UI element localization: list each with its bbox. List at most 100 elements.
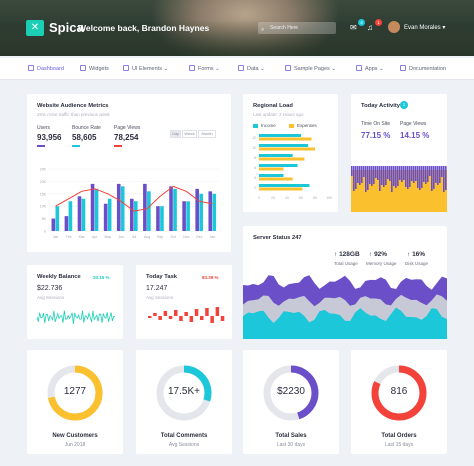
activity-bar bbox=[403, 166, 405, 180]
activity-bar bbox=[443, 166, 445, 192]
avatar[interactable] bbox=[388, 21, 400, 33]
search-placeholder: Search Here bbox=[270, 25, 299, 31]
weekly-value: $22.736 bbox=[37, 285, 63, 292]
nav-ui-elements[interactable]: UI Elements ⌄ bbox=[123, 58, 168, 80]
audience-title: Website Audience Metrics bbox=[37, 103, 109, 109]
user-name[interactable]: Evan Morales ▾ bbox=[404, 25, 446, 31]
logo-icon[interactable]: ✕ bbox=[26, 20, 44, 36]
activity-bar bbox=[435, 166, 437, 183]
activity-bar bbox=[439, 166, 441, 183]
activity-bar bbox=[393, 166, 395, 186]
y-tick-label: 15K bbox=[40, 192, 47, 196]
donut-title: New Customers bbox=[52, 433, 98, 439]
y-tick-label: 10K bbox=[40, 205, 47, 209]
income-legend-swatch bbox=[253, 124, 258, 128]
donut-card: 1277 New Customers Jun 2018 bbox=[27, 350, 123, 454]
task-bar bbox=[163, 311, 168, 316]
task-bar bbox=[205, 308, 209, 316]
x-tick-label: Jan bbox=[53, 235, 59, 239]
search-input[interactable]: ⌕ Search Here bbox=[258, 22, 336, 34]
bar bbox=[259, 164, 298, 167]
expenses-legend-label: Expenses bbox=[297, 123, 317, 128]
donut-title: Total Comments bbox=[160, 433, 208, 439]
sample-pages-icon bbox=[285, 65, 291, 71]
bar bbox=[259, 144, 308, 147]
views-underline bbox=[114, 145, 122, 147]
donut-subtitle: Last 15 days bbox=[384, 442, 414, 448]
bar bbox=[208, 191, 213, 231]
bell-icon[interactable]: ♫ 1 bbox=[367, 19, 382, 32]
donut-card: 816 Total Orders Last 15 days bbox=[351, 350, 447, 454]
x-tick-label: 0 bbox=[258, 196, 260, 200]
activity-bar bbox=[375, 166, 377, 178]
nav-sample-pages[interactable]: Sample Pages ⌄ bbox=[285, 58, 336, 80]
bar bbox=[259, 147, 315, 151]
bar bbox=[103, 203, 108, 231]
donut-value: 816 bbox=[390, 386, 408, 397]
bar bbox=[169, 186, 173, 231]
activity-bar bbox=[433, 166, 435, 189]
trend-line bbox=[55, 185, 213, 212]
donut-fill bbox=[156, 365, 212, 421]
today-badge: 1 bbox=[400, 101, 408, 109]
activity-bar bbox=[411, 166, 413, 181]
x-tick-label: Nov bbox=[183, 235, 189, 239]
income-legend-label: Income bbox=[261, 123, 276, 128]
nav-apps[interactable]: Apps ⌄ bbox=[356, 58, 384, 80]
donut-subtitle: Jun 2018 bbox=[64, 442, 86, 448]
nav-forms[interactable]: Forms ⌄ bbox=[189, 58, 220, 80]
donut-fill bbox=[263, 365, 319, 421]
donut-chart bbox=[263, 365, 319, 421]
regional-title: Regional Load bbox=[253, 103, 293, 109]
disk-area bbox=[243, 307, 447, 339]
bar bbox=[143, 183, 147, 231]
activity-bar bbox=[381, 166, 383, 185]
bar bbox=[182, 201, 186, 231]
range-day[interactable]: Day bbox=[170, 130, 181, 138]
bounce-underline bbox=[72, 145, 80, 147]
expenses-legend-swatch bbox=[289, 124, 294, 128]
bar bbox=[195, 188, 199, 231]
x-tick-label: Feb bbox=[66, 235, 72, 239]
activity-bar bbox=[373, 166, 375, 184]
donut-card: $2230 Total Sales Last 30 days bbox=[243, 350, 339, 454]
apps-icon bbox=[356, 65, 362, 71]
task-label: Avg Sessions bbox=[146, 295, 174, 300]
bar bbox=[134, 201, 138, 231]
mail-icon[interactable]: ✉ 4 bbox=[350, 19, 365, 32]
weekly-change: 20.15 % bbox=[93, 275, 110, 280]
y-tick-label: 5K bbox=[42, 217, 47, 221]
bar bbox=[212, 193, 217, 231]
weekly-sparkline bbox=[36, 310, 116, 325]
nav-documentation[interactable]: Documentation bbox=[400, 58, 446, 80]
activity-bar bbox=[413, 166, 415, 183]
x-tick-label: 20 bbox=[271, 196, 275, 200]
bar bbox=[116, 183, 121, 231]
y-tick-label: 10 bbox=[252, 146, 256, 150]
activity-bar bbox=[363, 166, 365, 177]
bar bbox=[68, 201, 73, 231]
logo-text[interactable]: Spica bbox=[49, 20, 84, 35]
total-usage-value: ↑ 128GB bbox=[334, 251, 360, 258]
donut-fill bbox=[371, 365, 427, 421]
bar bbox=[259, 184, 310, 187]
x-tick-label: Jun bbox=[118, 235, 124, 239]
range-week[interactable]: Week bbox=[182, 130, 197, 138]
disk-usage-value: ↑ 16% bbox=[407, 251, 426, 258]
nav-dashboard[interactable]: Dashboard bbox=[28, 58, 64, 80]
bar bbox=[259, 187, 303, 191]
activity-bar bbox=[431, 166, 433, 191]
range-month[interactable]: Month bbox=[198, 130, 216, 138]
memory-usage-label: Memory Usage bbox=[366, 261, 397, 266]
donut-subtitle: Avg Sessions bbox=[168, 442, 200, 448]
task-bar bbox=[179, 316, 183, 321]
bar bbox=[77, 196, 82, 231]
time-on-site-value: 77.15 % bbox=[361, 131, 391, 140]
nav-widgets[interactable]: Widgets bbox=[80, 58, 109, 80]
x-tick-label: Apr bbox=[92, 235, 98, 239]
donut-chart bbox=[47, 365, 103, 421]
server-title: Server Status 247 bbox=[253, 235, 302, 241]
nav-data[interactable]: Data ⌄ bbox=[238, 58, 265, 80]
today-activity-card: Today Activity 1 Time On Site 77.15 % Pa… bbox=[351, 94, 447, 212]
x-tick-label: Jan bbox=[210, 235, 216, 239]
